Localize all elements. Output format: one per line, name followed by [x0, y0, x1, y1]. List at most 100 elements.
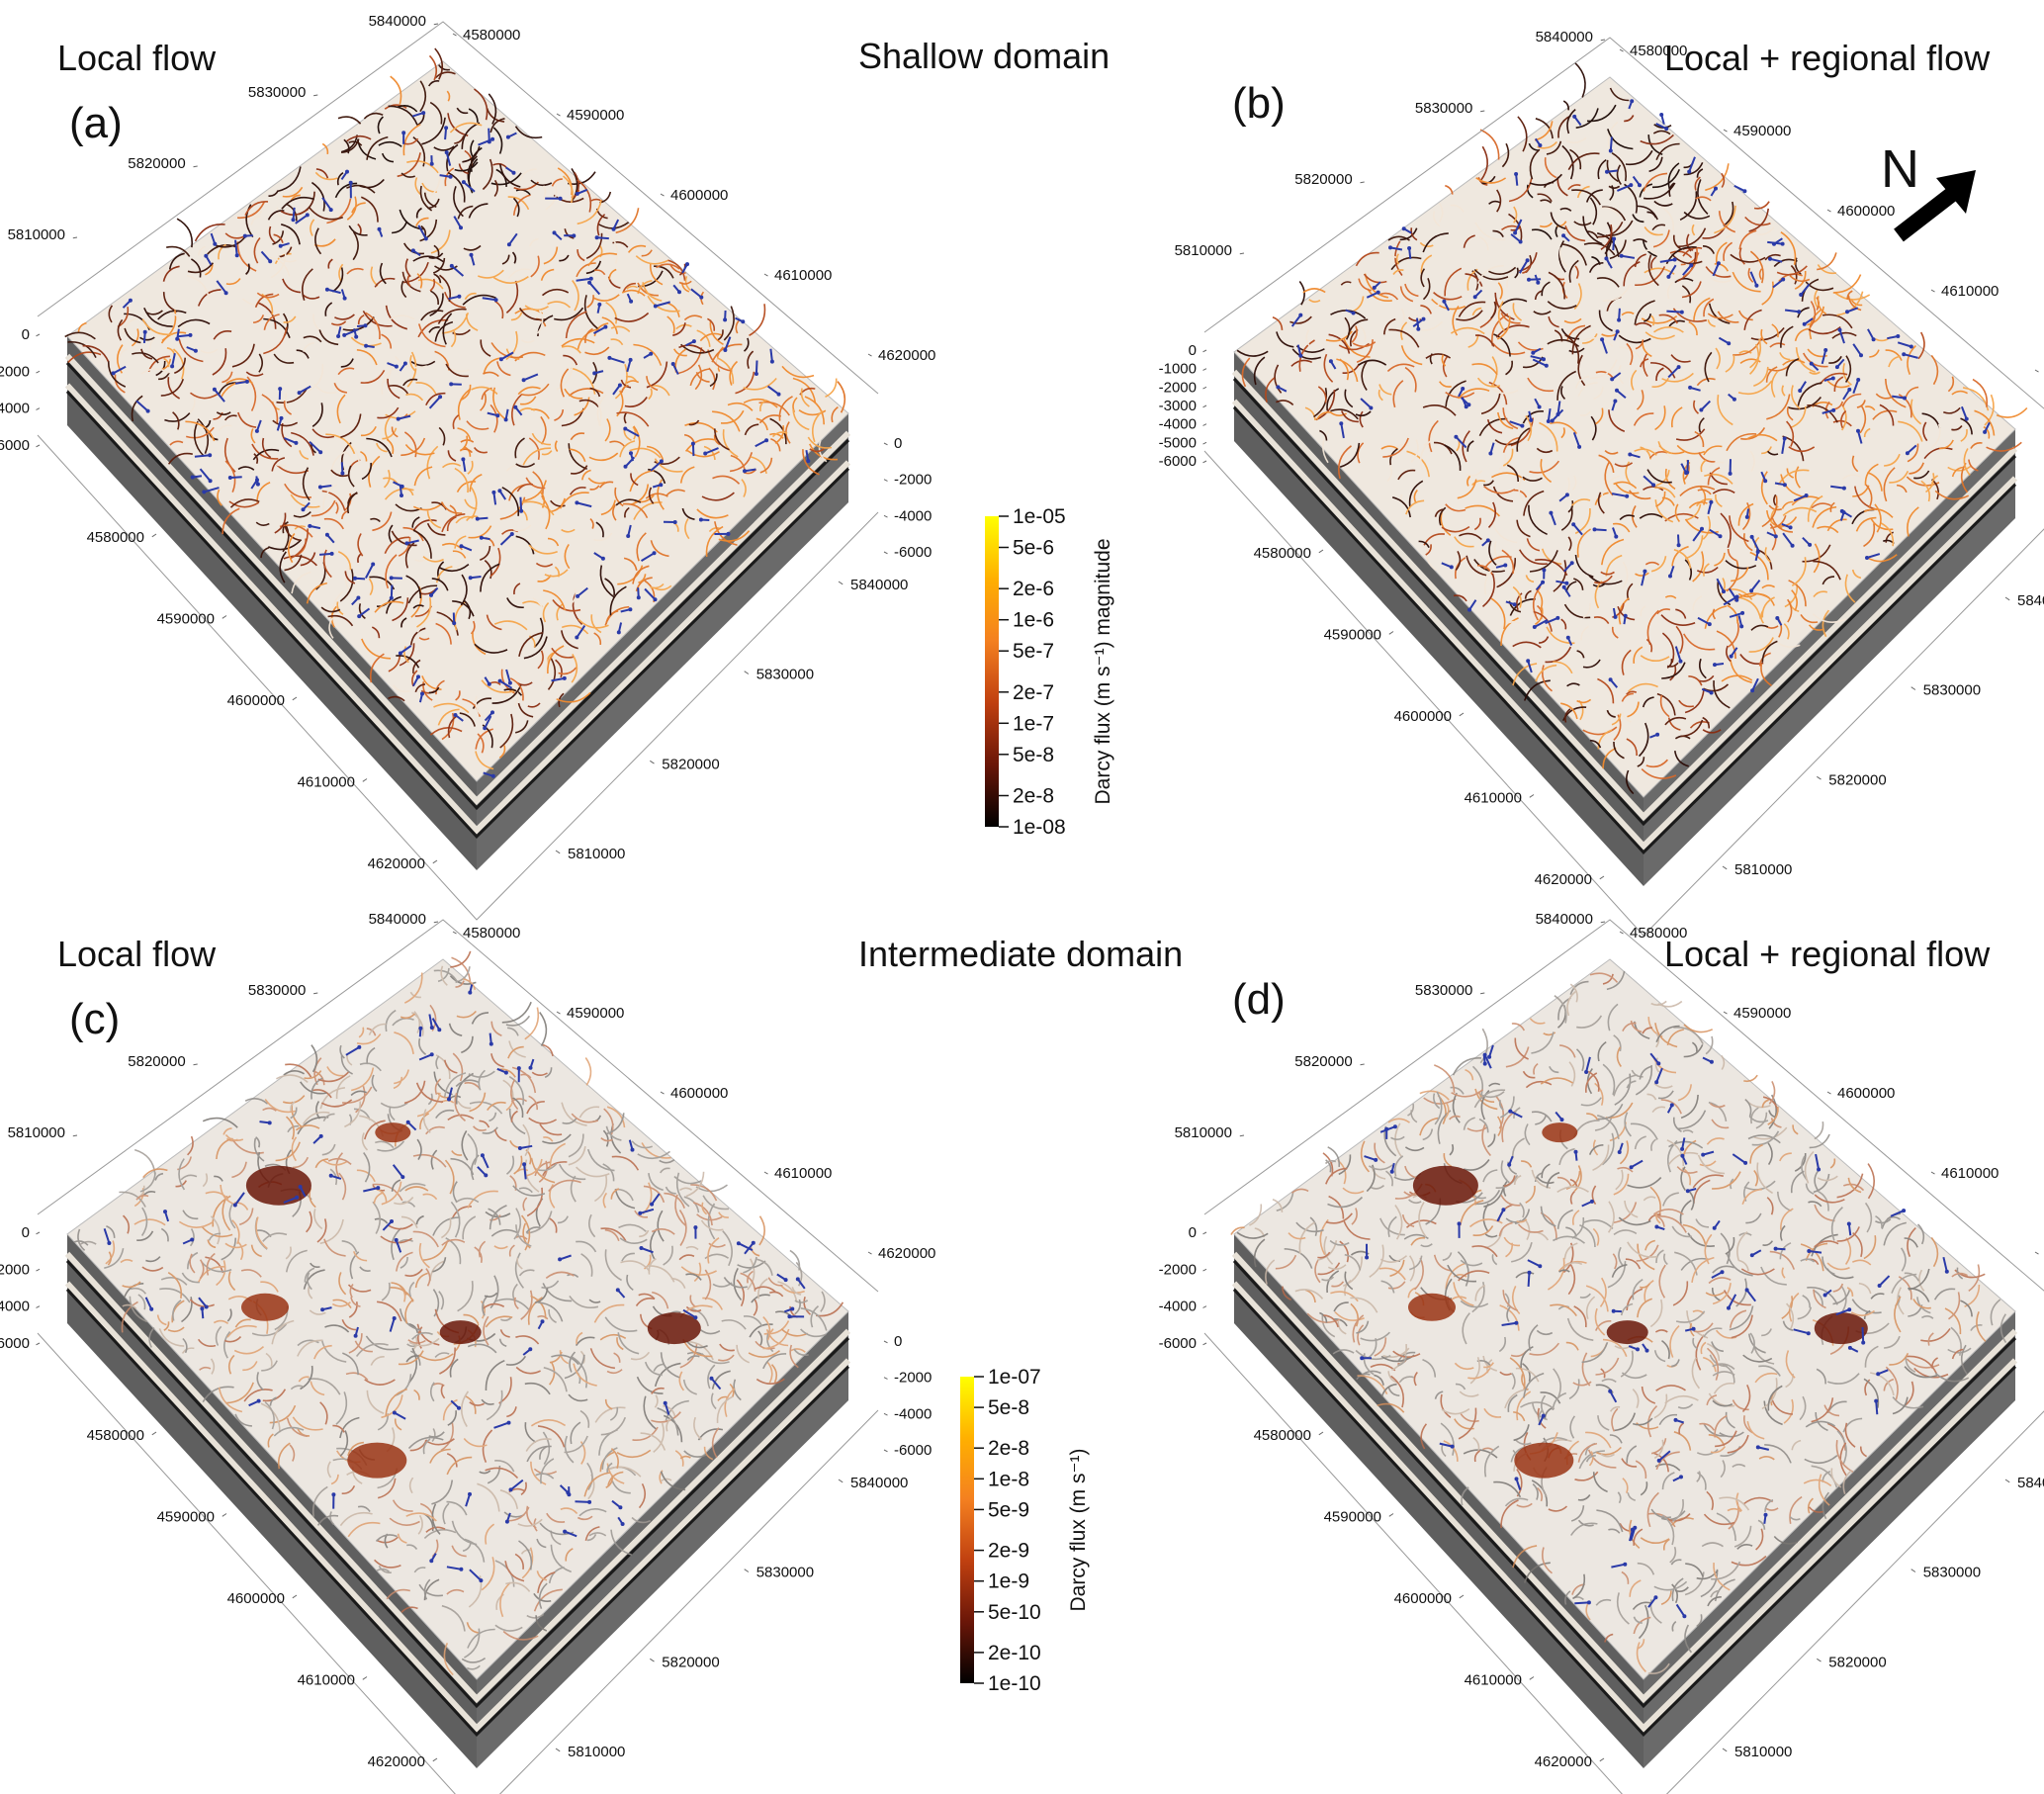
- streamline: [1761, 584, 1776, 589]
- streamline: [1541, 665, 1554, 692]
- streamline: [1488, 1082, 1501, 1087]
- streamline: [135, 1195, 149, 1201]
- streamline: [1382, 1347, 1410, 1358]
- streamline: [1749, 551, 1769, 581]
- streamline: [1667, 717, 1681, 731]
- streamline: [246, 376, 257, 411]
- streamline: [414, 683, 426, 693]
- streamline: [605, 1475, 614, 1489]
- streamline: [486, 614, 502, 631]
- velocity-arrow-head: [1729, 654, 1733, 659]
- streamline: [1850, 1309, 1875, 1316]
- velocity-arrow: [523, 1164, 527, 1180]
- streamline: [1640, 655, 1670, 663]
- streamline: [1648, 451, 1668, 459]
- streamline: [1457, 1251, 1469, 1287]
- streamline: [1679, 191, 1698, 222]
- streamline: [1816, 1189, 1829, 1211]
- velocity-arrow: [395, 1239, 402, 1253]
- streamline: [1418, 1202, 1427, 1238]
- velocity-arrow-head: [204, 1304, 209, 1309]
- streamline: [1703, 298, 1715, 317]
- velocity-arrow: [1518, 259, 1529, 274]
- streamline: [537, 650, 544, 670]
- streamline: [778, 396, 793, 421]
- streamline: [1387, 235, 1410, 241]
- streamline: [1616, 164, 1622, 185]
- streamline: [261, 437, 272, 459]
- velocity-arrow-head: [404, 541, 409, 546]
- streamline: [187, 1135, 194, 1156]
- axis-right-label: 4590000: [1733, 1005, 1791, 1022]
- streamline: [759, 457, 773, 474]
- streamline: [1652, 130, 1671, 135]
- streamline: [1596, 1509, 1624, 1533]
- streamline: [651, 1387, 665, 1394]
- axis-bottom-right-tick: [838, 1479, 844, 1483]
- streamline: [276, 166, 302, 193]
- streamline: [1931, 1357, 1939, 1369]
- streamline: [340, 358, 354, 368]
- axis-bottom-left-label: 4580000: [87, 1427, 144, 1444]
- streamline: [1363, 1353, 1375, 1376]
- streamline: [221, 1237, 237, 1261]
- streamline: [527, 1297, 543, 1325]
- streamline: [197, 1338, 217, 1348]
- streamline: [463, 978, 477, 991]
- streamline: [269, 1404, 297, 1424]
- streamline: [753, 1299, 758, 1316]
- streamline: [794, 1300, 809, 1303]
- streamline: [282, 521, 289, 534]
- velocity-arrow-head: [1903, 396, 1907, 401]
- streamline: [1516, 1218, 1528, 1223]
- velocity-arrow-head: [468, 1491, 472, 1496]
- streamline: [263, 314, 280, 330]
- velocity-arrow-head: [1732, 397, 1736, 402]
- streamline: [651, 1228, 675, 1235]
- streamline: [372, 511, 393, 532]
- streamline: [1573, 221, 1592, 226]
- streamline: [743, 377, 777, 391]
- velocity-arrow-head: [405, 1120, 410, 1124]
- streamline: [1467, 1368, 1491, 1380]
- streamline: [213, 411, 223, 420]
- streamline: [1516, 427, 1531, 452]
- streamline: [506, 597, 524, 609]
- velocity-arrow: [1574, 1601, 1589, 1605]
- streamline: [1414, 1257, 1424, 1291]
- streamline: [311, 1044, 318, 1073]
- streamline: [1688, 320, 1698, 336]
- streamline: [1696, 168, 1704, 178]
- streamline: [469, 1101, 503, 1115]
- streamline: [595, 521, 604, 538]
- velocity-arrow-head: [1457, 1221, 1462, 1226]
- streamline: [1444, 267, 1463, 297]
- velocity-arrow-head: [447, 1097, 451, 1102]
- streamline: [1626, 342, 1634, 366]
- streamline: [1374, 1374, 1384, 1386]
- velocity-arrow-head: [394, 364, 399, 369]
- streamline: [1397, 469, 1416, 481]
- streamline: [1712, 608, 1717, 620]
- velocity-arrow-head: [1679, 1475, 1683, 1480]
- streamline: [1963, 448, 1971, 477]
- streamline: [348, 224, 368, 236]
- streamline: [1548, 1257, 1565, 1291]
- streamline: [1544, 157, 1557, 179]
- streamline: [130, 1287, 147, 1295]
- streamline: [1677, 1110, 1707, 1130]
- streamline: [515, 1335, 540, 1345]
- streamline: [1547, 301, 1577, 310]
- streamline: [502, 1630, 539, 1641]
- streamline: [1329, 1239, 1350, 1246]
- streamline: [1597, 232, 1620, 257]
- streamline: [587, 477, 606, 485]
- streamline: [577, 1515, 593, 1521]
- streamline: [1621, 692, 1634, 702]
- streamline: [403, 431, 417, 458]
- streamline: [464, 1538, 486, 1563]
- streamline: [477, 733, 485, 754]
- streamline: [1875, 393, 1893, 400]
- streamline: [1553, 1368, 1561, 1401]
- streamline: [1459, 1390, 1479, 1397]
